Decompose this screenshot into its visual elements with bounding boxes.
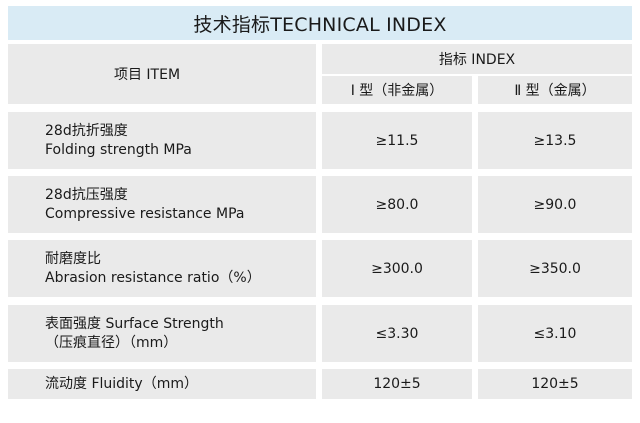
table-row-label: 流动度 Fluidity（mm）	[8, 369, 316, 399]
value-type1: 120±5	[373, 376, 421, 392]
table-cell-type2: ≥13.5	[478, 112, 632, 169]
value-type2: ≥350.0	[529, 260, 581, 277]
row-label-en: Folding strength MPa	[45, 141, 192, 158]
table-row-label: 28d抗折强度 Folding strength MPa	[8, 112, 316, 169]
value-type2: ≥90.0	[533, 196, 577, 213]
header-item-label: 项目 ITEM	[113, 67, 181, 83]
row-label-en: Abrasion resistance ratio（%）	[45, 269, 261, 286]
header-index-cell: 指标 INDEX	[322, 44, 632, 74]
table-row-label: 耐磨度比 Abrasion resistance ratio（%）	[8, 240, 316, 297]
header-type2-cell: Ⅱ 型（金属）	[478, 76, 632, 104]
row-label-cn: 28d抗折强度	[45, 122, 128, 139]
row-label-cn: 表面强度 Surface Strength	[45, 315, 224, 332]
value-type1: ≤3.30	[375, 325, 419, 342]
value-type1: ≥11.5	[375, 132, 419, 149]
value-type1: ≥300.0	[371, 260, 423, 277]
row-label-en: （压痕直径）（mm）	[45, 334, 178, 351]
value-type2: ≥13.5	[533, 132, 577, 149]
row-label-cn: 耐磨度比	[45, 250, 101, 267]
table-cell-type2: ≤3.10	[478, 305, 632, 362]
table-title: 技术指标TECHNICAL INDEX	[8, 6, 632, 40]
header-type1-cell: Ⅰ 型（非金属）	[322, 76, 472, 104]
row-label-cn: 28d抗压强度	[45, 186, 128, 203]
table-cell-type1: 120±5	[322, 369, 472, 399]
header-index-label: 指标 INDEX	[438, 52, 516, 68]
table-cell-type1: ≥300.0	[322, 240, 472, 297]
header-type1-label: Ⅰ 型（非金属）	[350, 83, 444, 99]
table-cell-type2: ≥350.0	[478, 240, 632, 297]
header-type2-label: Ⅱ 型（金属）	[514, 83, 596, 99]
table-cell-type2: ≥90.0	[478, 176, 632, 233]
table-cell-type1: ≤3.30	[322, 305, 472, 362]
table-row-label: 28d抗压强度 Compressive resistance MPa	[8, 176, 316, 233]
value-type1: ≥80.0	[375, 196, 419, 213]
row-label-cn: 流动度 Fluidity（mm）	[45, 375, 198, 392]
value-type2: 120±5	[531, 376, 579, 392]
table-row-label: 表面强度 Surface Strength （压痕直径）（mm）	[8, 305, 316, 362]
table-cell-type2: 120±5	[478, 369, 632, 399]
table-cell-type1: ≥80.0	[322, 176, 472, 233]
row-label-en: Compressive resistance MPa	[45, 205, 245, 222]
table-cell-type1: ≥11.5	[322, 112, 472, 169]
value-type2: ≤3.10	[533, 325, 577, 342]
header-item-cell: 项目 ITEM	[8, 44, 316, 104]
